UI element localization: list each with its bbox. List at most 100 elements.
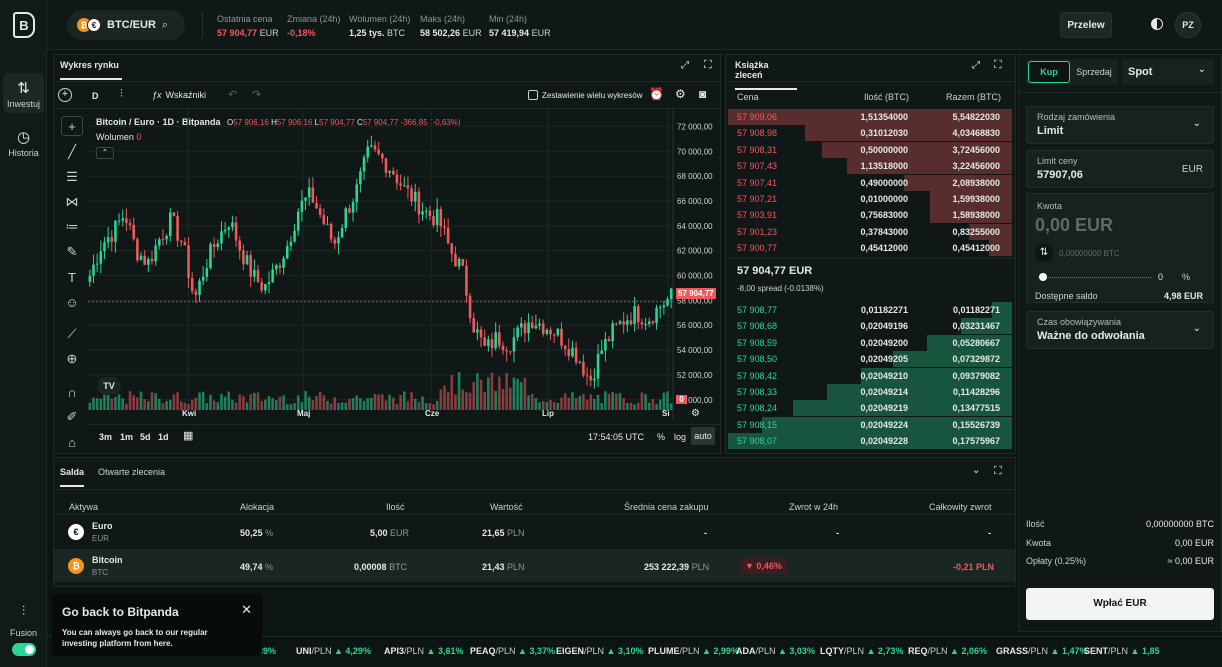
ob-row[interactable]: 57 908,31 0,50000000 3,72456000 bbox=[728, 141, 1012, 158]
range-1d[interactable]: 1d bbox=[158, 432, 169, 442]
zoom-in-icon[interactable]: ⊕ bbox=[66, 351, 78, 366]
ob-row[interactable]: 57 908,50 0,02049205 0,07329872 bbox=[728, 351, 1012, 368]
camera-icon[interactable]: ◙ bbox=[699, 87, 707, 101]
fib-icon[interactable]: ≔ bbox=[65, 219, 79, 234]
collapse-icon[interactable]: ⌄ bbox=[972, 465, 981, 476]
table-row[interactable] bbox=[54, 515, 1015, 548]
buy-tab[interactable]: Kup bbox=[1028, 61, 1070, 83]
tab-balances[interactable]: Salda bbox=[60, 467, 84, 487]
range-1m[interactable]: 1m bbox=[120, 432, 134, 442]
indicators-button[interactable]: ƒx Wskaźniki bbox=[152, 90, 207, 100]
ticker-item[interactable]: ADA/PLN ▲ 3,03% bbox=[736, 646, 815, 656]
ob-row[interactable]: 57 901,23 0,37843000 0,83255000 bbox=[728, 223, 1012, 240]
redo-icon[interactable]: ↷ bbox=[252, 89, 262, 101]
crosshair-icon[interactable]: + bbox=[61, 116, 83, 136]
ruler-icon[interactable]: ⟋ bbox=[67, 326, 77, 341]
ob-row[interactable]: 57 907,21 0,01000000 1,59938000 bbox=[728, 191, 1012, 207]
ob-row[interactable]: 57 908,15 0,02049224 0,15526739 bbox=[728, 416, 1012, 433]
deposit-eur-button[interactable]: Wpłać EUR bbox=[1026, 588, 1214, 620]
emoji-icon[interactable]: ☺ bbox=[65, 294, 79, 310]
tab-market-chart[interactable]: Wykres rynku bbox=[60, 60, 122, 80]
volume-bar bbox=[278, 396, 282, 410]
ticker-item[interactable]: PEAQ/PLN ▲ 3,37% bbox=[470, 646, 555, 656]
ob-row[interactable]: 57 909,06 1,51354000 5,54822030 bbox=[728, 109, 1012, 125]
limit-price-input[interactable]: Limit ceny 57907,06 EUR bbox=[1026, 150, 1214, 188]
ticker-item[interactable]: EIGEN/PLN ▲ 3,10% bbox=[556, 646, 644, 656]
ob-row[interactable]: 57 908,33 0,02049214 0,11428296 bbox=[728, 384, 1012, 400]
log-scale-button[interactable]: log bbox=[674, 432, 687, 442]
fusion-toggle[interactable] bbox=[11, 643, 36, 656]
ob-row[interactable]: 57 907,43 1,13518000 3,22456000 bbox=[728, 158, 1012, 175]
ticker-item[interactable]: UNI/PLN ▲ 4,29% bbox=[296, 646, 371, 656]
ob-expand-icon[interactable]: ⤢ bbox=[972, 60, 980, 71]
tab-open-orders[interactable]: Otwarte zlecenia bbox=[98, 467, 166, 477]
pattern-icon[interactable]: ⋈ bbox=[65, 194, 79, 209]
transfer-button[interactable]: Przelew bbox=[1060, 12, 1112, 38]
ob-row[interactable]: 57 908,24 0,02049219 0,13477515 bbox=[728, 400, 1012, 417]
trend-line-icon[interactable]: ╱ bbox=[68, 144, 76, 159]
ticker-item[interactable]: LQTY/PLN ▲ 2,73% bbox=[820, 646, 904, 656]
collapse-legend-button[interactable]: ⌃ bbox=[96, 147, 114, 159]
alert-icon[interactable]: ⏰ bbox=[649, 87, 664, 101]
validity-select[interactable]: Czas obowiązywania Ważne do odwołania ⌄ bbox=[1026, 311, 1214, 349]
range-3m[interactable]: 3m bbox=[99, 432, 113, 442]
ob-row[interactable]: 57 908,07 0,02049228 0,17575967 bbox=[728, 433, 1012, 450]
bitpanda-logo[interactable]: B bbox=[13, 12, 35, 38]
ticker-item[interactable]: API3/PLN ▲ 3,61% bbox=[384, 646, 464, 656]
ticker-item[interactable]: PLUME/PLN ▲ 2,99% bbox=[648, 646, 739, 656]
ticker-item[interactable]: REQ/PLN ▲ 2,06% bbox=[908, 646, 987, 656]
swap-icon[interactable]: ⇅ bbox=[1035, 244, 1053, 262]
order-type-select[interactable]: Rodzaj zamówienia Limit ⌄ bbox=[1026, 106, 1214, 144]
sell-tab[interactable]: Sprzedaj bbox=[1076, 67, 1112, 77]
candle-type-icon[interactable]: ⫶ bbox=[120, 88, 123, 100]
date-range-icon[interactable]: ▦ bbox=[183, 430, 194, 442]
magnet-icon[interactable]: ∩ bbox=[67, 384, 77, 400]
ticker-item[interactable]: 89% bbox=[258, 646, 277, 656]
theme-toggle-icon[interactable] bbox=[1151, 18, 1163, 30]
interval-button[interactable]: D bbox=[92, 91, 99, 101]
ob-row[interactable]: 57 903,91 0,75683000 1,58938000 bbox=[728, 207, 1012, 224]
expand-icon[interactable]: ⤢ bbox=[681, 60, 689, 71]
avatar[interactable]: PZ bbox=[1175, 12, 1201, 38]
lock-icon[interactable]: ⌂ bbox=[68, 434, 76, 450]
search-icon: ⌕ bbox=[161, 18, 169, 31]
ob-row[interactable]: 57 908,68 0,02049196 0,03231467 bbox=[728, 318, 1012, 335]
ob-row[interactable]: 57 908,59 0,02049200 0,05280667 bbox=[728, 334, 1012, 351]
compare-checkbox[interactable]: Zestawienie wielu wykresów bbox=[528, 90, 642, 100]
undo-icon[interactable]: ↶ bbox=[228, 89, 238, 101]
candle-body bbox=[271, 269, 274, 283]
table-row[interactable] bbox=[54, 549, 1015, 582]
percent-scale-button[interactable]: % bbox=[657, 432, 666, 442]
lock-drawing-icon[interactable]: ✐ bbox=[66, 409, 78, 424]
market-select[interactable]: Spot ⌄ bbox=[1122, 59, 1214, 85]
ob-row[interactable]: 57 907,41 0,49000000 2,08938000 bbox=[728, 174, 1012, 191]
close-icon[interactable]: ✕ bbox=[241, 602, 252, 617]
amount-input[interactable]: 0,00 EUR bbox=[1035, 215, 1114, 235]
add-indicator-icon[interactable]: + bbox=[58, 88, 72, 102]
ob-row[interactable]: 57 908,98 0,31012030 4,03468830 bbox=[728, 125, 1012, 142]
pair-selector[interactable]: ₿ € BTC/EUR ⌕ bbox=[67, 10, 185, 40]
horizontal-lines-icon[interactable]: ☰ bbox=[66, 169, 78, 184]
amount-slider[interactable] bbox=[1039, 273, 1151, 282]
settings-icon[interactable]: ⚙ bbox=[675, 87, 686, 101]
ob-row[interactable]: 57 908,77 0,01182271 0,01182271 bbox=[728, 302, 1012, 318]
chart-settings-icon[interactable]: ⚙ bbox=[691, 408, 700, 419]
volume-bar bbox=[366, 398, 369, 410]
ob-row[interactable]: 57 900,77 0,45412000 0,45412000 bbox=[728, 240, 1012, 257]
nav-history[interactable]: ◷ Historia bbox=[3, 126, 44, 166]
ob-row[interactable]: 57 908,42 0,02049210 0,09379082 bbox=[728, 367, 1012, 384]
fullscreen-icon[interactable]: ⛶ bbox=[704, 59, 712, 71]
auto-scale-button[interactable]: auto bbox=[691, 427, 715, 445]
slider-knob[interactable] bbox=[1039, 273, 1047, 281]
y-tick-label: 58 000,00 bbox=[677, 296, 713, 305]
brush-icon[interactable]: ✎ bbox=[66, 244, 78, 259]
tab-order-book[interactable]: Książka zleceń bbox=[735, 60, 797, 90]
range-5d[interactable]: 5d bbox=[140, 432, 151, 442]
ticker-item[interactable]: GRASS/PLN ▲ 1,47% bbox=[996, 646, 1088, 656]
ob-fullscreen-icon[interactable]: ⛶ bbox=[994, 59, 1002, 71]
ticker-item[interactable]: SENT/PLN ▲ 1,85 bbox=[1084, 646, 1160, 656]
nav-invest[interactable]: ⇅ Inwestuj bbox=[3, 73, 44, 113]
balances-fullscreen-icon[interactable]: ⛶ bbox=[994, 465, 1002, 477]
text-tool-icon[interactable]: T bbox=[68, 269, 76, 285]
candlestick-chart[interactable]: 50 000,00 52 000,00 54 000,00 56 000,00 58 0… bbox=[88, 110, 718, 420]
